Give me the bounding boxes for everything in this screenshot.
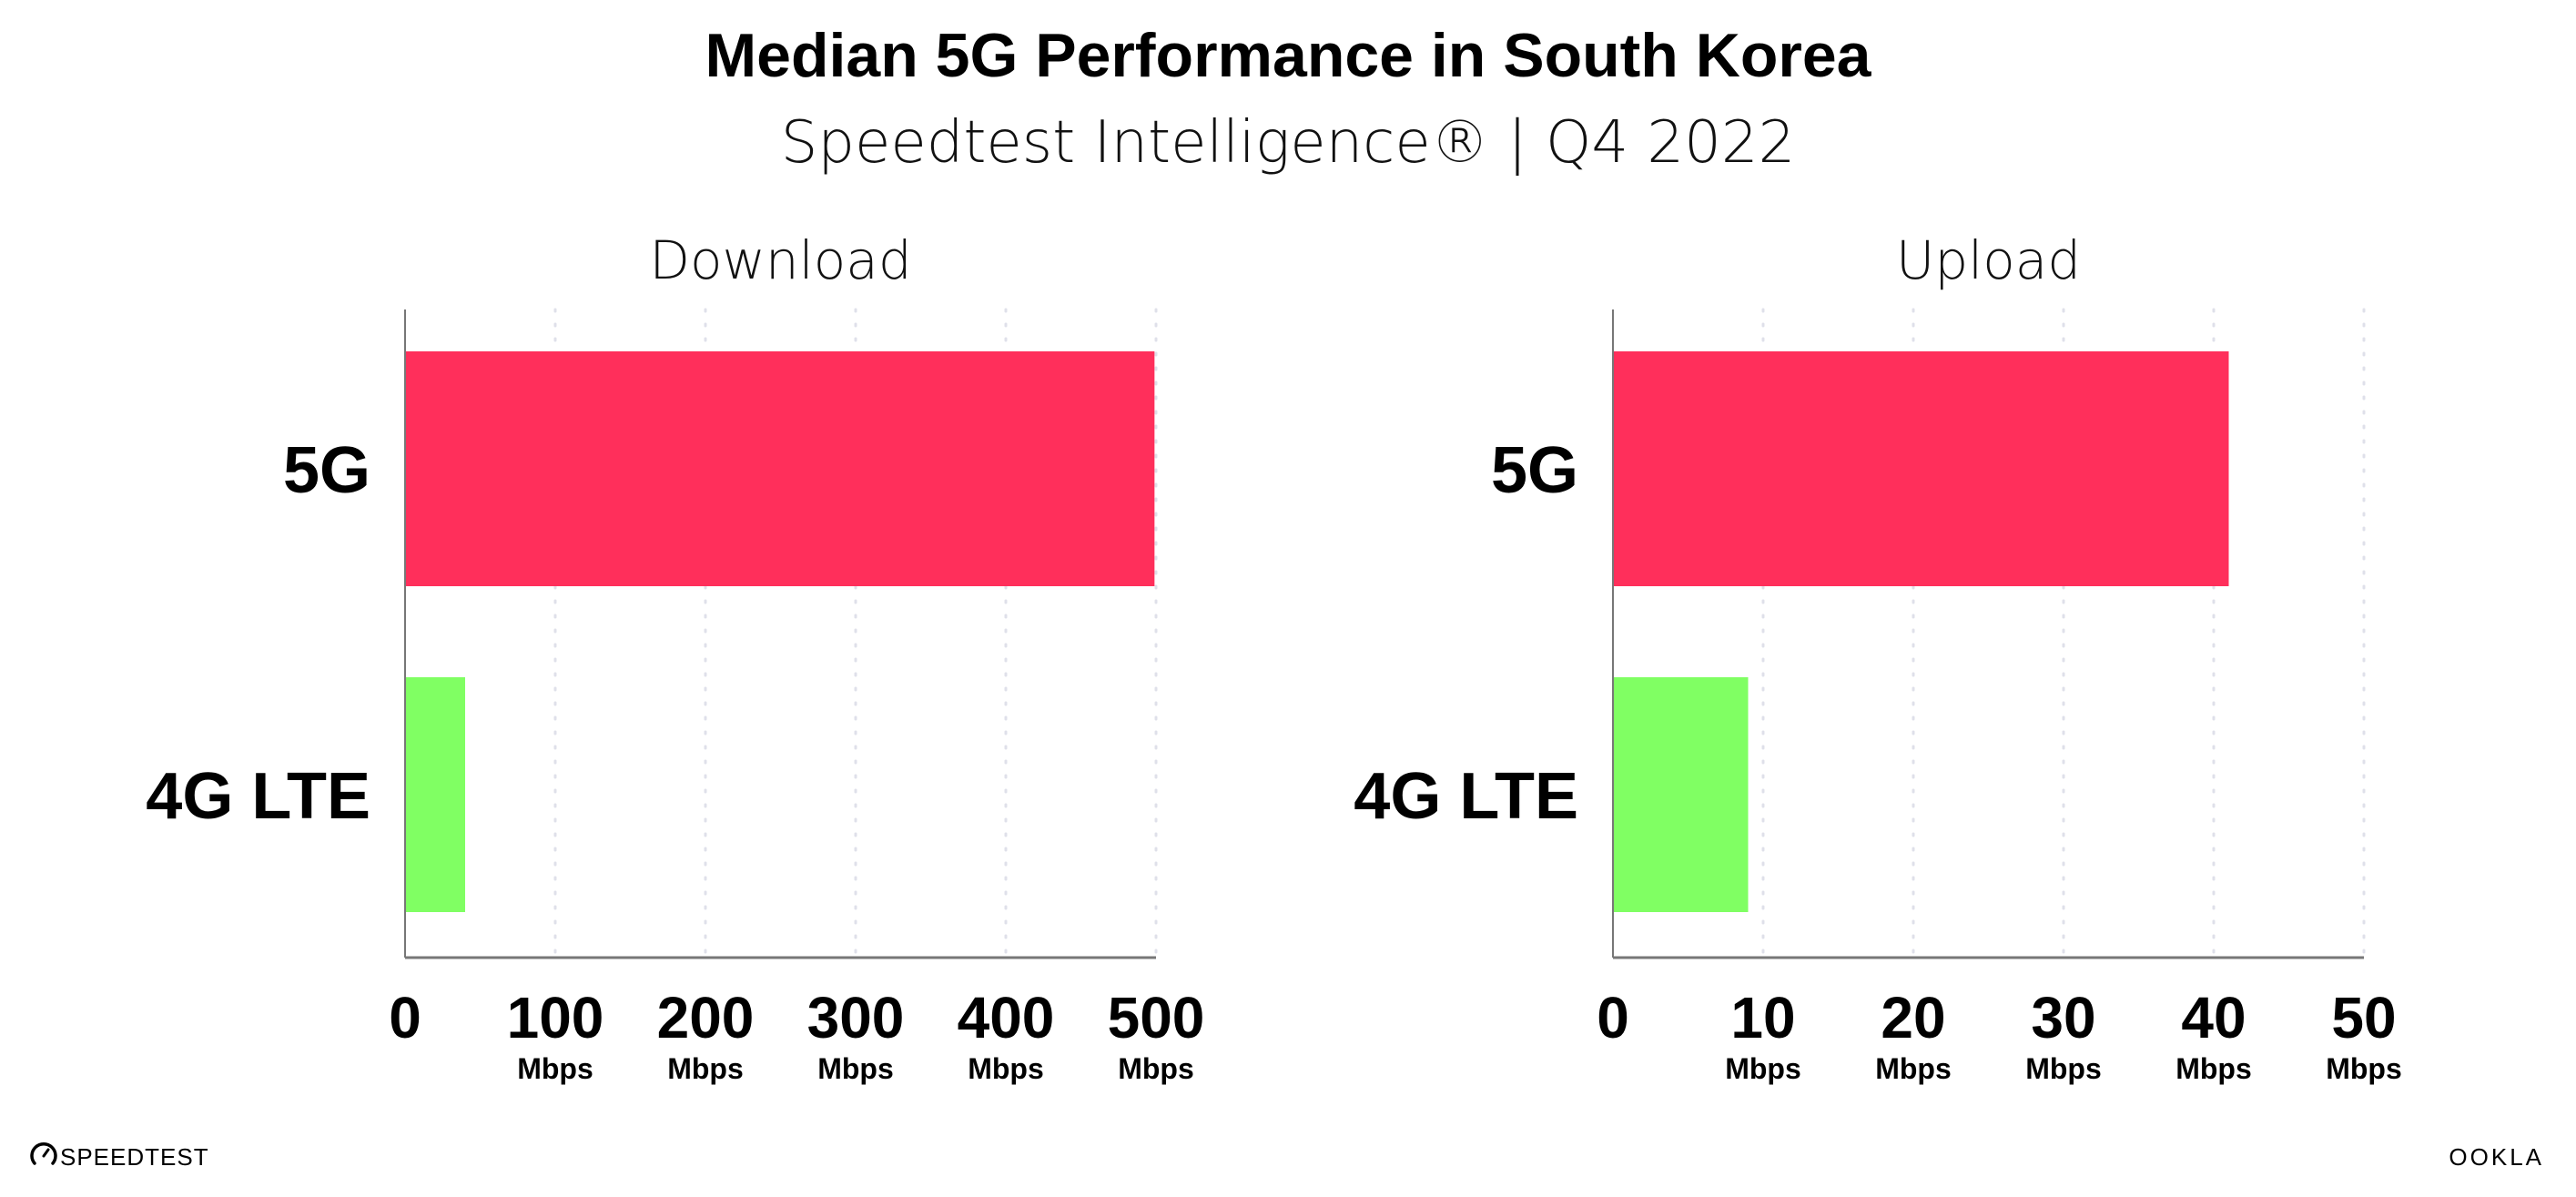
- chart-subtitle: Speedtest Intelligence® | Q4 2022: [781, 109, 1796, 177]
- category-label: 5G: [1491, 434, 1578, 507]
- tick-label: 40: [2181, 985, 2246, 1050]
- tick-label: 0: [389, 985, 421, 1050]
- bar-upload-5g: [1613, 351, 2229, 586]
- tick-label: 20: [1881, 985, 1945, 1050]
- tick-unit: Mbps: [2326, 1052, 2402, 1085]
- panel-title-download: Download: [649, 229, 911, 291]
- ookla-logo: OOKLA: [2449, 1143, 2544, 1171]
- speedtest-logo: SPEEDTEST: [30, 1141, 209, 1171]
- tick-unit: Mbps: [968, 1052, 1044, 1085]
- tick-unit: Mbps: [1875, 1052, 1952, 1085]
- tick-label: 500: [1108, 985, 1205, 1050]
- tick-label: 100: [507, 985, 604, 1050]
- tick-unit: Mbps: [817, 1052, 894, 1085]
- bar-upload-4g-lte: [1613, 677, 1749, 912]
- tick-label: 400: [958, 985, 1055, 1050]
- tick-label: 10: [1730, 985, 1795, 1050]
- tick-unit: Mbps: [2175, 1052, 2252, 1085]
- category-label: 4G LTE: [1354, 760, 1578, 833]
- tick-label: 300: [807, 985, 905, 1050]
- tick-unit: Mbps: [667, 1052, 744, 1085]
- tick-label: 0: [1597, 985, 1629, 1050]
- bar-download-5g: [405, 351, 1155, 586]
- panel-title-upload: Upload: [1896, 229, 2081, 291]
- tick-unit: Mbps: [1725, 1052, 1801, 1085]
- chart-title: Median 5G Performance in South Korea: [705, 21, 1872, 90]
- tick-unit: Mbps: [517, 1052, 593, 1085]
- bar-download-4g-lte: [405, 677, 465, 912]
- tick-label: 30: [2031, 985, 2095, 1050]
- tick-label: 200: [657, 985, 755, 1050]
- category-label: 5G: [283, 434, 370, 507]
- tick-unit: Mbps: [2025, 1052, 2102, 1085]
- tick-label: 50: [2331, 985, 2396, 1050]
- tick-unit: Mbps: [1118, 1052, 1194, 1085]
- category-label: 4G LTE: [146, 760, 370, 833]
- speedtest-logo-text: SPEEDTEST: [60, 1143, 209, 1171]
- speedometer-icon: [30, 1141, 57, 1165]
